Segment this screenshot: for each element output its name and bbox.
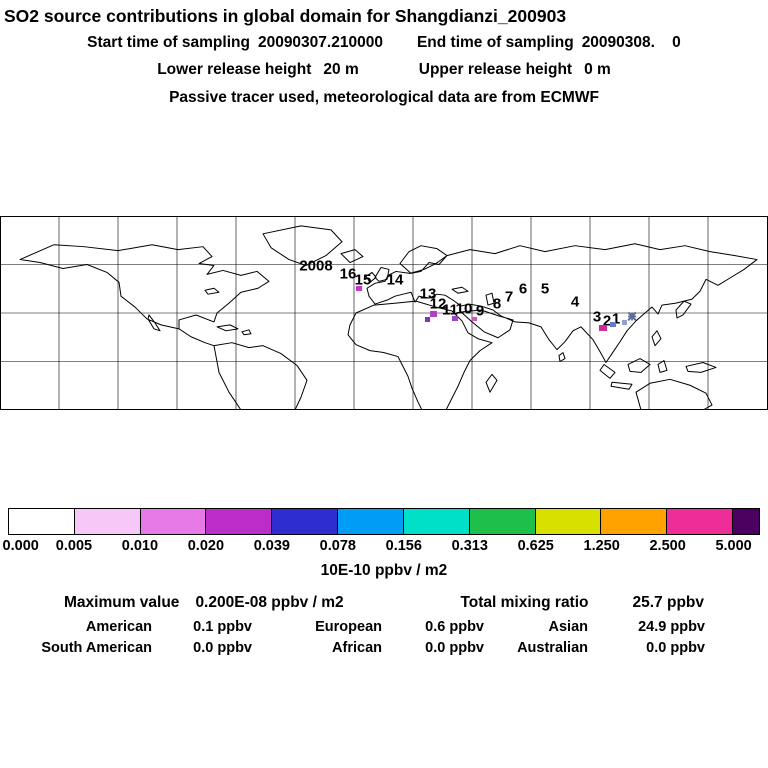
concentration-patch <box>622 320 627 325</box>
lower-release-value: 20 m <box>323 61 359 78</box>
colorbar-cell <box>272 509 339 534</box>
release-heights-line: Lower release height 20 m Upper release … <box>0 61 768 79</box>
trajectory-day-label: 3 <box>592 308 602 326</box>
contribution-value: 0.1 ppbv <box>193 619 252 635</box>
contribution-region-label: South American <box>41 640 152 656</box>
colorbar-cells <box>8 508 760 535</box>
trajectory-day-label: 1 <box>611 310 621 328</box>
trajectory-day-label: 15 <box>354 271 372 289</box>
colorbar-cell <box>206 509 273 534</box>
colorbar-cell <box>535 509 602 534</box>
contribution-region-label: American <box>85 619 152 635</box>
coast-afro-eurasia <box>347 243 758 410</box>
concentration-patch <box>610 322 616 327</box>
colorbar-cell <box>667 509 734 534</box>
map-grid-lines <box>0 216 768 410</box>
colorbar-cell <box>733 509 760 534</box>
contribution-value: 0.0 ppbv <box>193 640 252 656</box>
colorbar-unit: 10E-10 ppbv / m2 <box>320 562 448 579</box>
contribution-region-label: European <box>315 619 382 635</box>
contribution-region-label: Asian <box>548 619 589 635</box>
concentration-patch <box>472 317 477 321</box>
colorbar-tick-label: 0.625 <box>517 538 554 554</box>
lower-release-label: Lower release height <box>157 61 312 78</box>
colorbar-tick-label: 0.010 <box>121 538 159 554</box>
trajectory-day-label: 8 <box>492 295 502 313</box>
colorbar-cell <box>74 509 141 534</box>
coast-americas <box>19 225 364 410</box>
concentration-patch <box>599 325 607 331</box>
trajectory-day-label: 2 <box>602 312 612 330</box>
colorbar-tick-label: 0.078 <box>319 538 356 554</box>
contribution-value: 0.0 ppbv <box>646 640 705 656</box>
colorbar-tick-label: 0.005 <box>55 538 93 554</box>
colorbar-tick-label: 0.156 <box>385 538 422 554</box>
contribution-table: American 0.1 ppbv European 0.6 ppbv Asian 24.… <box>2 619 705 656</box>
colorbar-tick-label: 2.500 <box>649 538 686 554</box>
colorbar-cell <box>338 509 404 534</box>
trajectory-day-label: 7 <box>504 288 514 306</box>
max-value: 0.200E-08 ppbv / m2 <box>195 594 344 611</box>
world-map: 2008 16 15 14 13 12 11 10 9 8 7 6 5 4 3 2 1 × + <box>0 216 768 410</box>
trajectory-day-label: 11 <box>442 301 458 319</box>
trajectory-overlay: 2008 16 15 14 13 12 11 10 9 8 7 6 5 4 3 2 1 × + <box>0 216 768 410</box>
trajectory-day-label: 6 <box>518 280 528 298</box>
tracer-note: Passive tracer used, meteorological data… <box>169 89 599 106</box>
colorbar-cell <box>601 509 668 534</box>
colorbar: 0.000 0.005 0.010 0.020 0.039 0.078 0.156 0.313… <box>3 508 760 556</box>
trajectory-day-label: 9 <box>475 302 485 320</box>
concentration-patch <box>430 311 437 317</box>
figure-title: SO2 source contributions in global domai… <box>4 6 567 26</box>
map-svg <box>0 216 768 410</box>
start-time-value: 20090307.210000 <box>257 34 383 51</box>
trajectory-day-label: 10 <box>455 300 473 318</box>
upper-release-value: 0 m <box>584 61 611 78</box>
end-time-value: 20090308. 0 <box>581 34 681 51</box>
upper-release-label: Upper release height <box>418 61 573 78</box>
colorbar-tick-label: 1.250 <box>583 538 620 554</box>
contribution-value: 0.6 ppbv <box>425 619 484 635</box>
trajectory-day-label: 2008 <box>299 257 333 275</box>
colorbar-cell <box>403 509 470 534</box>
trajectory-day-label: 14 <box>386 271 404 289</box>
concentration-patch <box>356 286 362 291</box>
contribution-region-label: Australian <box>517 640 588 656</box>
trajectory-day-label: 13 <box>419 285 437 303</box>
total-mixing-ratio-label: Total mixing ratio <box>460 594 589 611</box>
concentration-patch <box>425 317 430 322</box>
sampling-times-line: Start time of sampling 20090307.210000 E… <box>0 34 768 52</box>
contribution-region-label: African <box>332 640 382 656</box>
start-time-label: Start time of sampling <box>87 34 250 51</box>
end-time-label: End time of sampling <box>416 34 574 51</box>
trajectory-day-label: 12 <box>429 295 447 313</box>
total-mixing-ratio-value: 25.7 ppbv <box>632 594 705 611</box>
coastlines <box>19 225 758 410</box>
receptor-star-marker-icon: × + <box>626 306 638 327</box>
colorbar-tick-label: 0.039 <box>253 538 291 554</box>
colorbar-ticks: 0.000 0.005 0.010 0.020 0.039 0.078 0.156 0.313… <box>3 538 760 556</box>
colorbar-cell <box>469 509 536 534</box>
colorbar-cell <box>9 509 75 534</box>
colorbar-tick-label: 5.000 <box>715 538 752 554</box>
colorbar-tick-label: 0.000 <box>2 538 39 554</box>
trajectory-day-label: 4 <box>570 293 580 311</box>
trajectory-day-label: 16 <box>339 265 357 283</box>
coast-islands-oceania <box>599 300 717 410</box>
concentration-patch <box>452 316 458 321</box>
max-value-label: Maximum value <box>64 594 180 611</box>
trajectory-day-label: 5 <box>540 280 550 298</box>
colorbar-tick-label: 0.313 <box>451 538 488 554</box>
colorbar-cell <box>140 509 207 534</box>
max-value-line: Maximum value 0.200E-08 ppbv / m2 Total … <box>0 594 768 612</box>
contribution-value: 24.9 ppbv <box>638 619 705 635</box>
colorbar-tick-label: 0.020 <box>187 538 225 554</box>
contribution-value: 0.0 ppbv <box>425 640 484 656</box>
